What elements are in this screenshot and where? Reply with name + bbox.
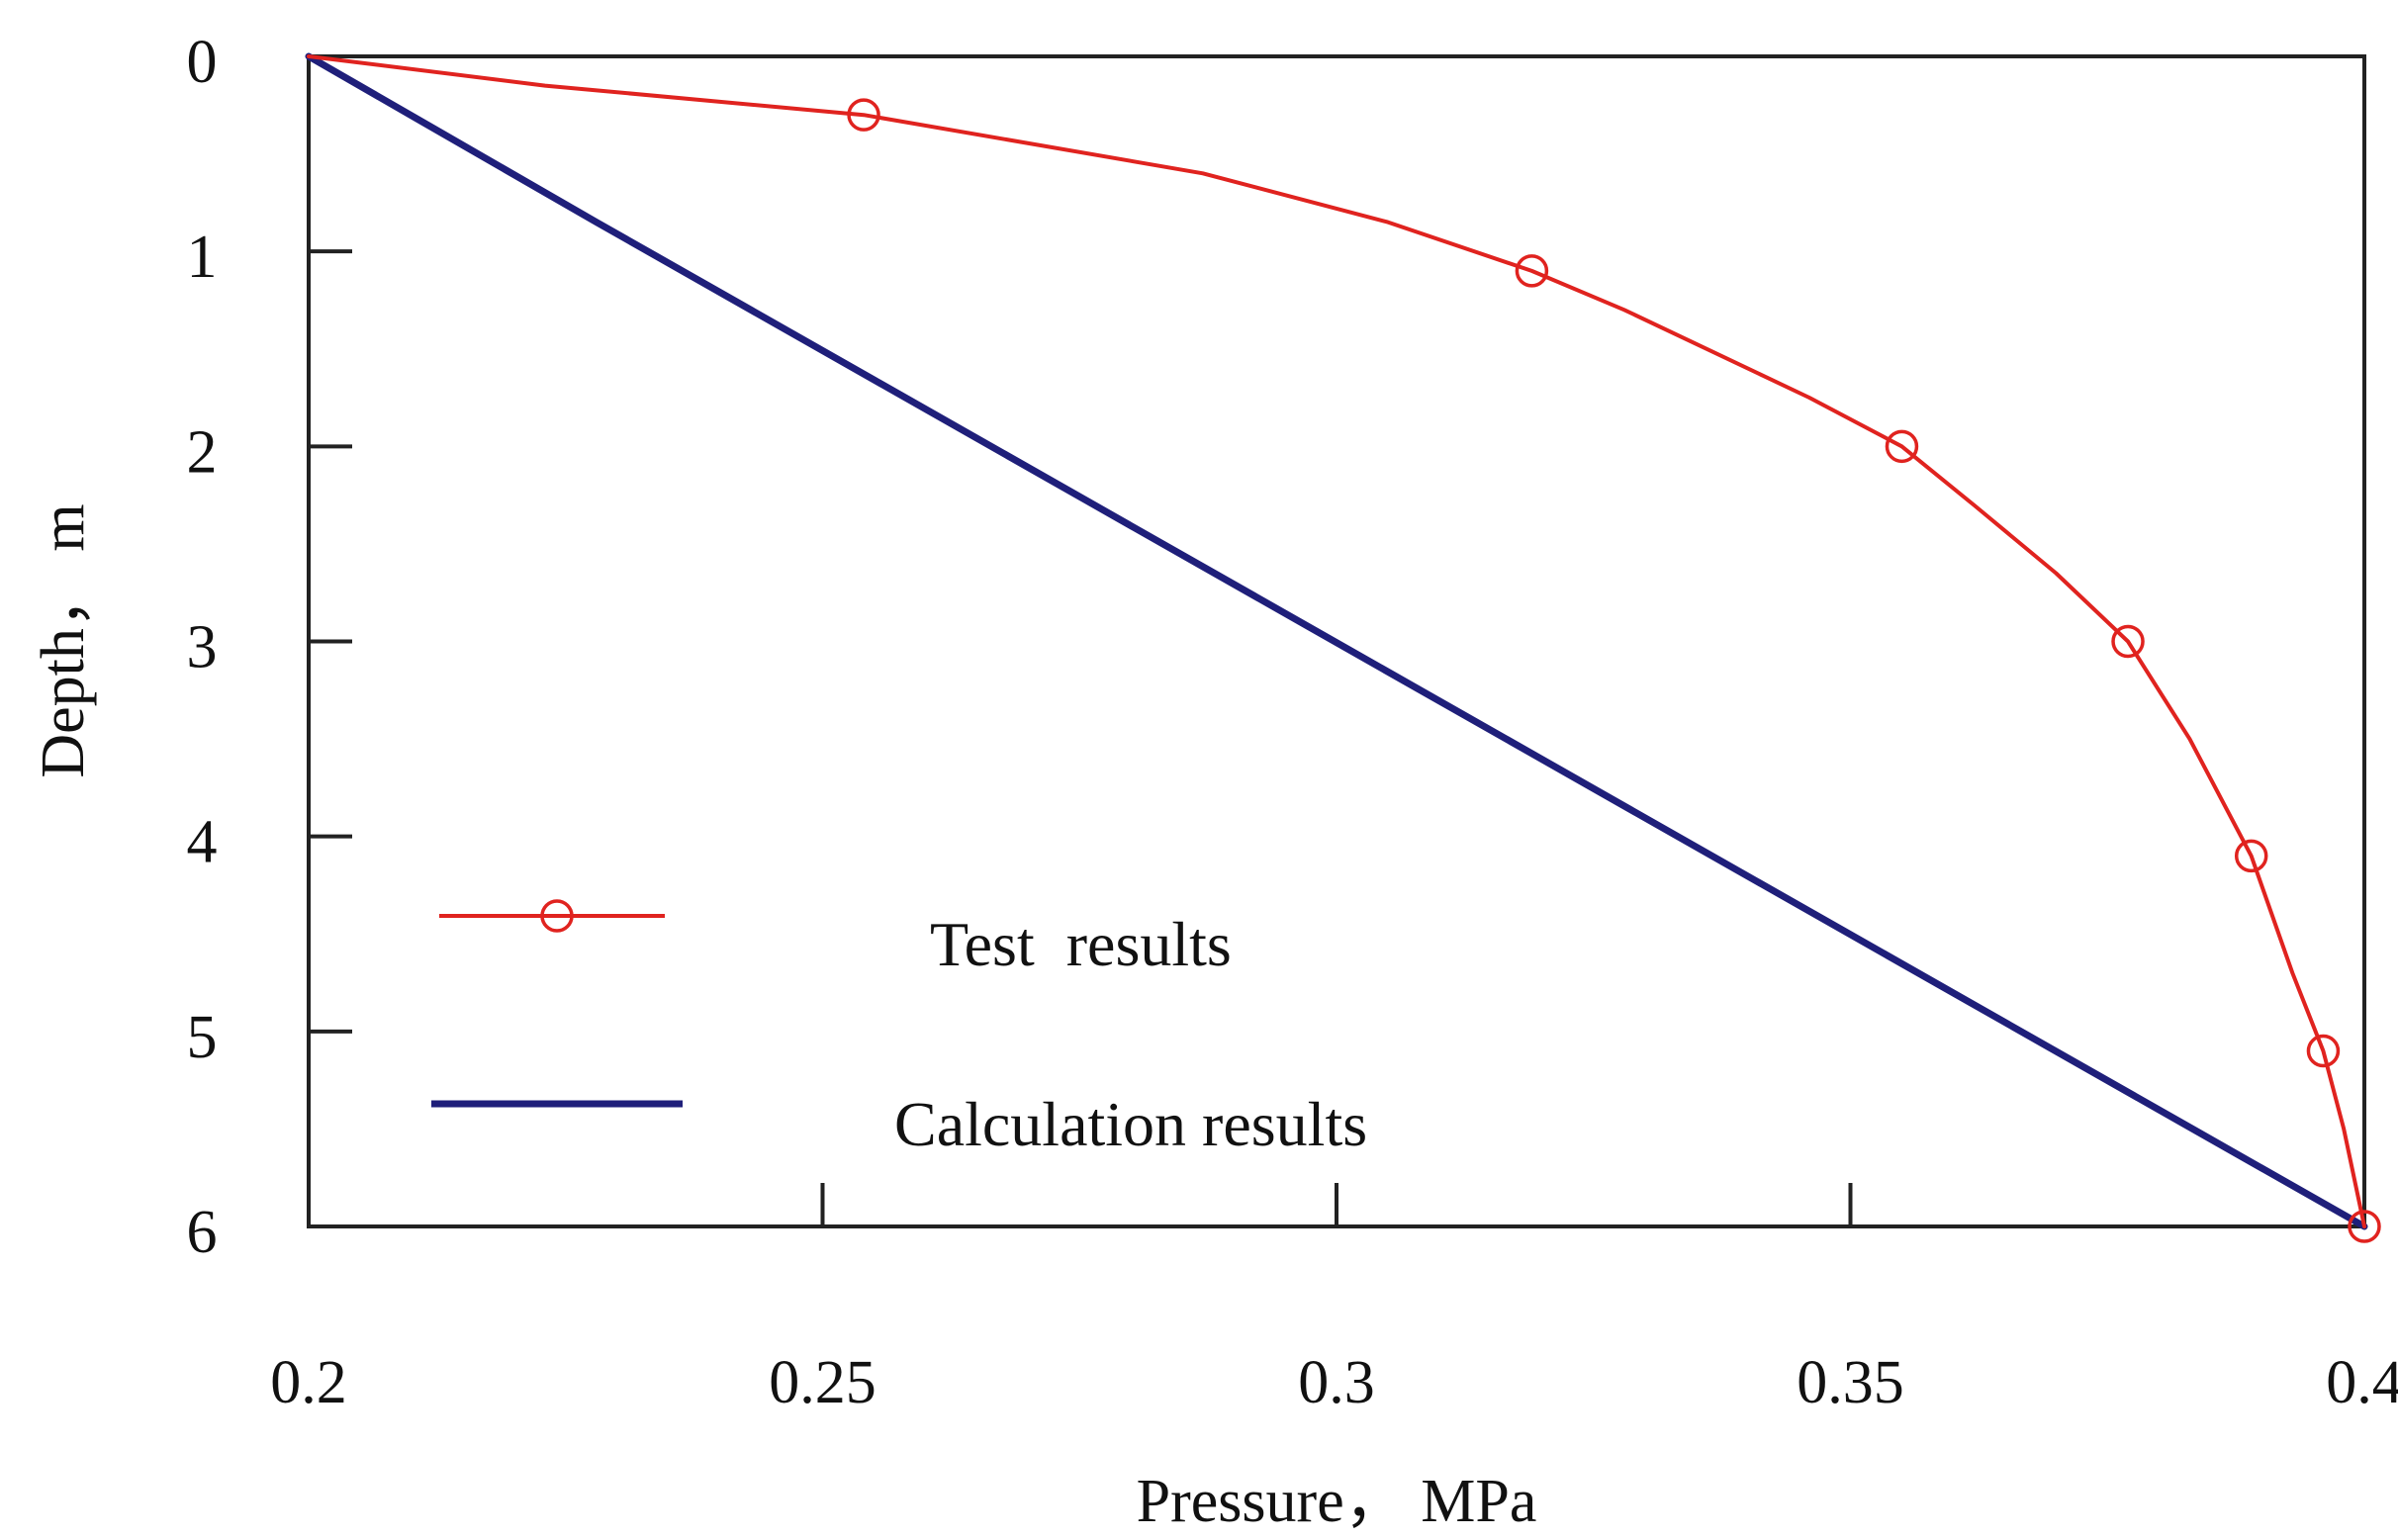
x-tick-label: 0.35 <box>1797 1349 1904 1416</box>
legend: Test results Calculation results <box>431 899 1367 1159</box>
y-tick-label: 4 <box>187 809 218 876</box>
y-tick-label: 0 <box>187 29 218 96</box>
test-results-marker <box>847 98 880 132</box>
test-results-marker <box>1515 254 1549 288</box>
test-results-marker <box>2234 839 2268 873</box>
test-results-marker <box>2111 624 2145 659</box>
y-axis-title: Depth， m <box>30 503 97 777</box>
y-tick-label: 1 <box>187 224 218 291</box>
calculation-results-line <box>305 52 2368 1230</box>
x-tick-label: 0.2 <box>270 1349 347 1416</box>
legend-test-marker <box>540 899 574 933</box>
legend-calc-label: Calculation results <box>894 1089 1367 1159</box>
legend-test-label: Test results <box>930 909 1232 979</box>
x-ticks: 0.2 0.25 0.3 0.35 0.4 <box>270 1183 2398 1416</box>
y-tick-label: 3 <box>187 614 218 681</box>
test-results-marker <box>1885 429 1919 464</box>
test-results-marker <box>2306 1034 2341 1068</box>
test-results-line <box>307 54 2366 1228</box>
x-tick-label: 0.4 <box>2326 1349 2398 1416</box>
y-tick-label: 2 <box>187 418 218 486</box>
x-axis-title: Pressure， MPa <box>1137 1468 1537 1535</box>
series-layer <box>305 52 2381 1243</box>
test-results-marker <box>2348 1210 2381 1243</box>
x-tick-label: 0.25 <box>769 1349 876 1416</box>
y-ticks: 0 1 2 3 4 5 6 <box>187 29 352 1266</box>
x-tick-label: 0.3 <box>1298 1349 1375 1416</box>
y-tick-label: 6 <box>187 1199 218 1266</box>
y-tick-label: 5 <box>187 1004 218 1071</box>
